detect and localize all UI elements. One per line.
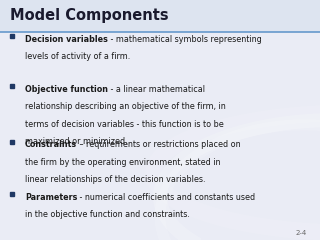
Text: terms of decision variables - this function is to be: terms of decision variables - this funct… <box>25 120 224 129</box>
FancyBboxPatch shape <box>0 0 320 32</box>
Text: maximized or minimized.: maximized or minimized. <box>25 137 128 146</box>
Text: - a linear mathematical: - a linear mathematical <box>108 85 205 94</box>
Text: Objective function: Objective function <box>25 85 108 94</box>
Text: – requirements or restrictions placed on: – requirements or restrictions placed on <box>77 140 241 149</box>
Text: Constraints: Constraints <box>25 140 77 149</box>
Text: in the objective function and constraints.: in the objective function and constraint… <box>25 210 190 219</box>
Text: Decision variables: Decision variables <box>25 35 108 44</box>
Text: 2-4: 2-4 <box>296 230 307 236</box>
Text: relationship describing an objective of the firm, in: relationship describing an objective of … <box>25 102 226 111</box>
Text: - mathematical symbols representing: - mathematical symbols representing <box>108 35 261 44</box>
Text: Model Components: Model Components <box>10 8 168 24</box>
Text: linear relationships of the decision variables.: linear relationships of the decision var… <box>25 175 205 184</box>
Text: Parameters: Parameters <box>25 193 77 202</box>
Text: the firm by the operating environment, stated in: the firm by the operating environment, s… <box>25 158 220 167</box>
Text: levels of activity of a firm.: levels of activity of a firm. <box>25 52 130 61</box>
Text: - numerical coefficients and constants used: - numerical coefficients and constants u… <box>77 193 255 202</box>
